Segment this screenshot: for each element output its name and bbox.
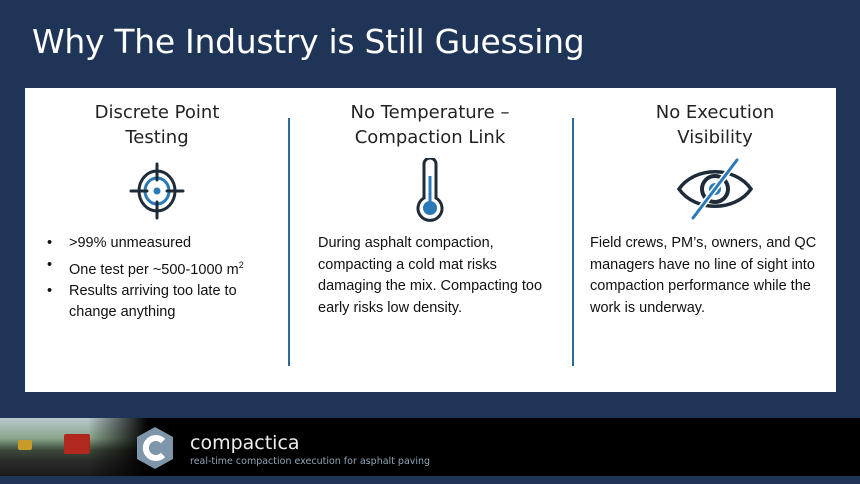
target-icon xyxy=(129,162,185,220)
footer-banner: compactica real-time compaction executio… xyxy=(0,418,860,476)
eye-slash-icon xyxy=(676,158,754,220)
thermometer-icon xyxy=(416,158,444,222)
column-execution-visibility: No Execution Visibility xyxy=(610,100,820,150)
column-discrete-testing: Discrete Point Testing xyxy=(57,100,257,150)
column-divider xyxy=(572,118,574,366)
heading-line: Compaction Link xyxy=(354,127,506,148)
column-heading: Discrete Point Testing xyxy=(57,100,257,150)
heading-line: Visibility xyxy=(677,127,753,148)
bullet-item: One test per ~500-1000 m2 xyxy=(45,255,285,281)
roller-image xyxy=(18,440,32,450)
bullet-item: Results arriving too late to change anyt… xyxy=(45,281,285,324)
superscript: 2 xyxy=(238,259,244,270)
heading-line: Discrete Point xyxy=(94,102,220,123)
column-heading: No Temperature – Compaction Link xyxy=(325,100,535,150)
brand-tagline: real-time compaction execution for aspha… xyxy=(190,456,431,467)
bullet-item: >99% unmeasured xyxy=(45,233,285,255)
heading-line: No Temperature – xyxy=(350,102,510,123)
column-heading: No Execution Visibility xyxy=(610,100,820,150)
bullet-text: One test per ~500-1000 m xyxy=(69,261,239,278)
heading-line: No Execution xyxy=(655,102,775,123)
column-description: During asphalt compaction, compacting a … xyxy=(318,235,543,316)
bullet-list: >99% unmeasured One test per ~500-1000 m… xyxy=(45,233,285,324)
heading-line: Testing xyxy=(125,127,189,148)
compactica-logo xyxy=(137,427,173,469)
column-description: Field crews, PM’s, owners, and QC manage… xyxy=(590,235,817,316)
content-panel: Discrete Point Testing >99% unmeasured O… xyxy=(25,88,836,392)
column-temperature-link: No Temperature – Compaction Link xyxy=(325,100,535,150)
paving-photo xyxy=(0,418,148,476)
brand-name: compactica xyxy=(190,432,300,454)
column-divider xyxy=(288,118,290,366)
roller-image xyxy=(64,434,90,454)
slide-title: Why The Industry is Still Guessing xyxy=(32,22,585,61)
